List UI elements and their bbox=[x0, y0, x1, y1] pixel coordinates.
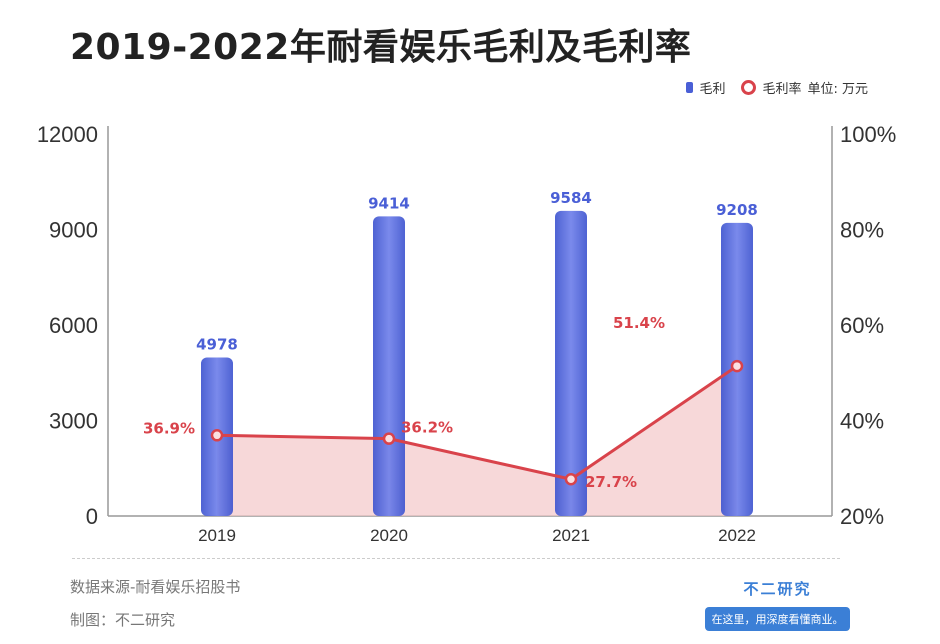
rate-point bbox=[730, 359, 744, 373]
bar-value-label: 9584 bbox=[550, 189, 592, 207]
y-tick-right: 100% bbox=[840, 122, 896, 147]
bar-gross-profit bbox=[373, 216, 405, 517]
rate-value-label: 36.9% bbox=[143, 419, 195, 437]
rate-line bbox=[216, 364, 738, 481]
rate-point bbox=[564, 472, 578, 486]
rate-point bbox=[382, 432, 396, 445]
brand-name: 不二研究 bbox=[743, 580, 812, 598]
bar-gross-profit bbox=[555, 210, 587, 516]
legend: 毛利 毛利率 单位: 万元 bbox=[686, 78, 868, 97]
legend-unit: 单位: 万元 bbox=[807, 82, 868, 97]
rate-value-label: 51.4% bbox=[613, 314, 665, 332]
footer-divider bbox=[72, 558, 840, 559]
y-tick-left: 6000 bbox=[49, 313, 98, 338]
chart-title: 2019-2022年耐看娱乐毛利及毛利率 bbox=[70, 27, 692, 68]
legend-bar-label: 毛利 bbox=[699, 82, 726, 97]
legend-line-label: 毛利率 bbox=[762, 82, 802, 97]
y-tick-left: 0 bbox=[86, 504, 98, 529]
bar-value-label: 9414 bbox=[368, 194, 410, 212]
data-source: 数据来源-耐看娱乐招股书 bbox=[70, 578, 241, 596]
rate-value-label: 36.2% bbox=[401, 419, 453, 437]
y-tick-right: 20% bbox=[840, 504, 884, 529]
x-tick-label: 2019 bbox=[198, 526, 236, 545]
y-tick-right: 60% bbox=[840, 313, 884, 338]
brand-block: 不二研究 在这里，用深度看懂商业。 bbox=[705, 578, 850, 631]
rate-area bbox=[217, 366, 737, 516]
x-tick-label: 2020 bbox=[370, 526, 408, 545]
x-tick-label: 2021 bbox=[552, 526, 590, 545]
y-tick-left: 12000 bbox=[37, 122, 98, 147]
y-tick-left: 3000 bbox=[49, 409, 98, 434]
chart-maker: 制图：不二研究 bbox=[70, 611, 176, 629]
y-tick-left: 9000 bbox=[49, 218, 98, 243]
rate-point bbox=[210, 429, 224, 442]
brand-tagline: 在这里，用深度看懂商业。 bbox=[705, 607, 850, 631]
legend-bar-swatch bbox=[686, 82, 694, 93]
y-tick-right: 80% bbox=[840, 218, 884, 243]
x-tick-label: 2022 bbox=[718, 526, 756, 545]
y-tick-right: 40% bbox=[840, 409, 884, 434]
legend-line-swatch bbox=[741, 80, 757, 95]
bar-value-label: 4978 bbox=[196, 336, 238, 354]
bar-value-label: 9208 bbox=[716, 201, 758, 219]
rate-value-label: 27.7% bbox=[585, 473, 637, 491]
